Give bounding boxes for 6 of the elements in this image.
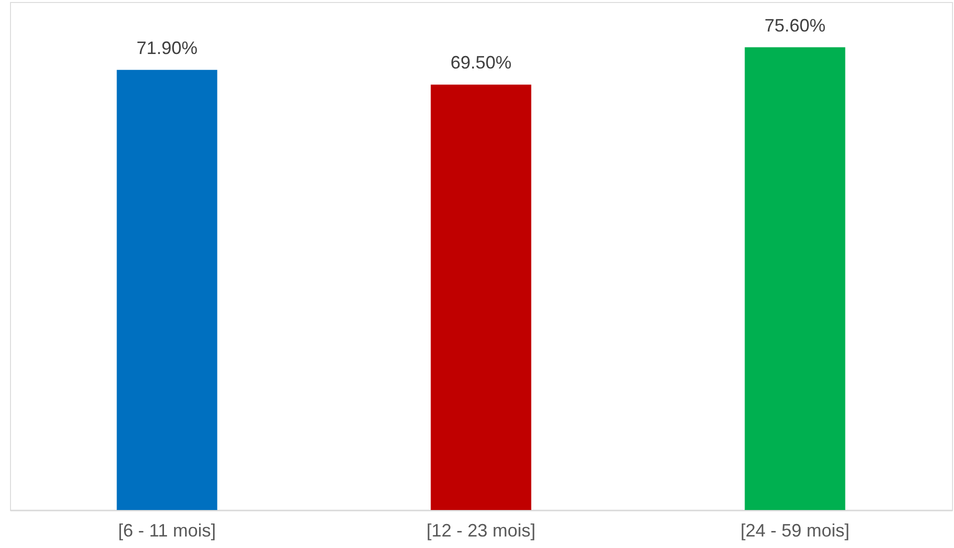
data-label: 71.90% [136, 38, 198, 58]
x-tick-label: [12 - 23 mois] [426, 520, 536, 540]
data-label: 69.50% [450, 52, 512, 73]
x-tick-label: [24 - 59 mois] [740, 520, 850, 540]
data-label: 75.60% [764, 15, 826, 36]
x-tick-label: [6 - 11 mois] [118, 520, 216, 540]
